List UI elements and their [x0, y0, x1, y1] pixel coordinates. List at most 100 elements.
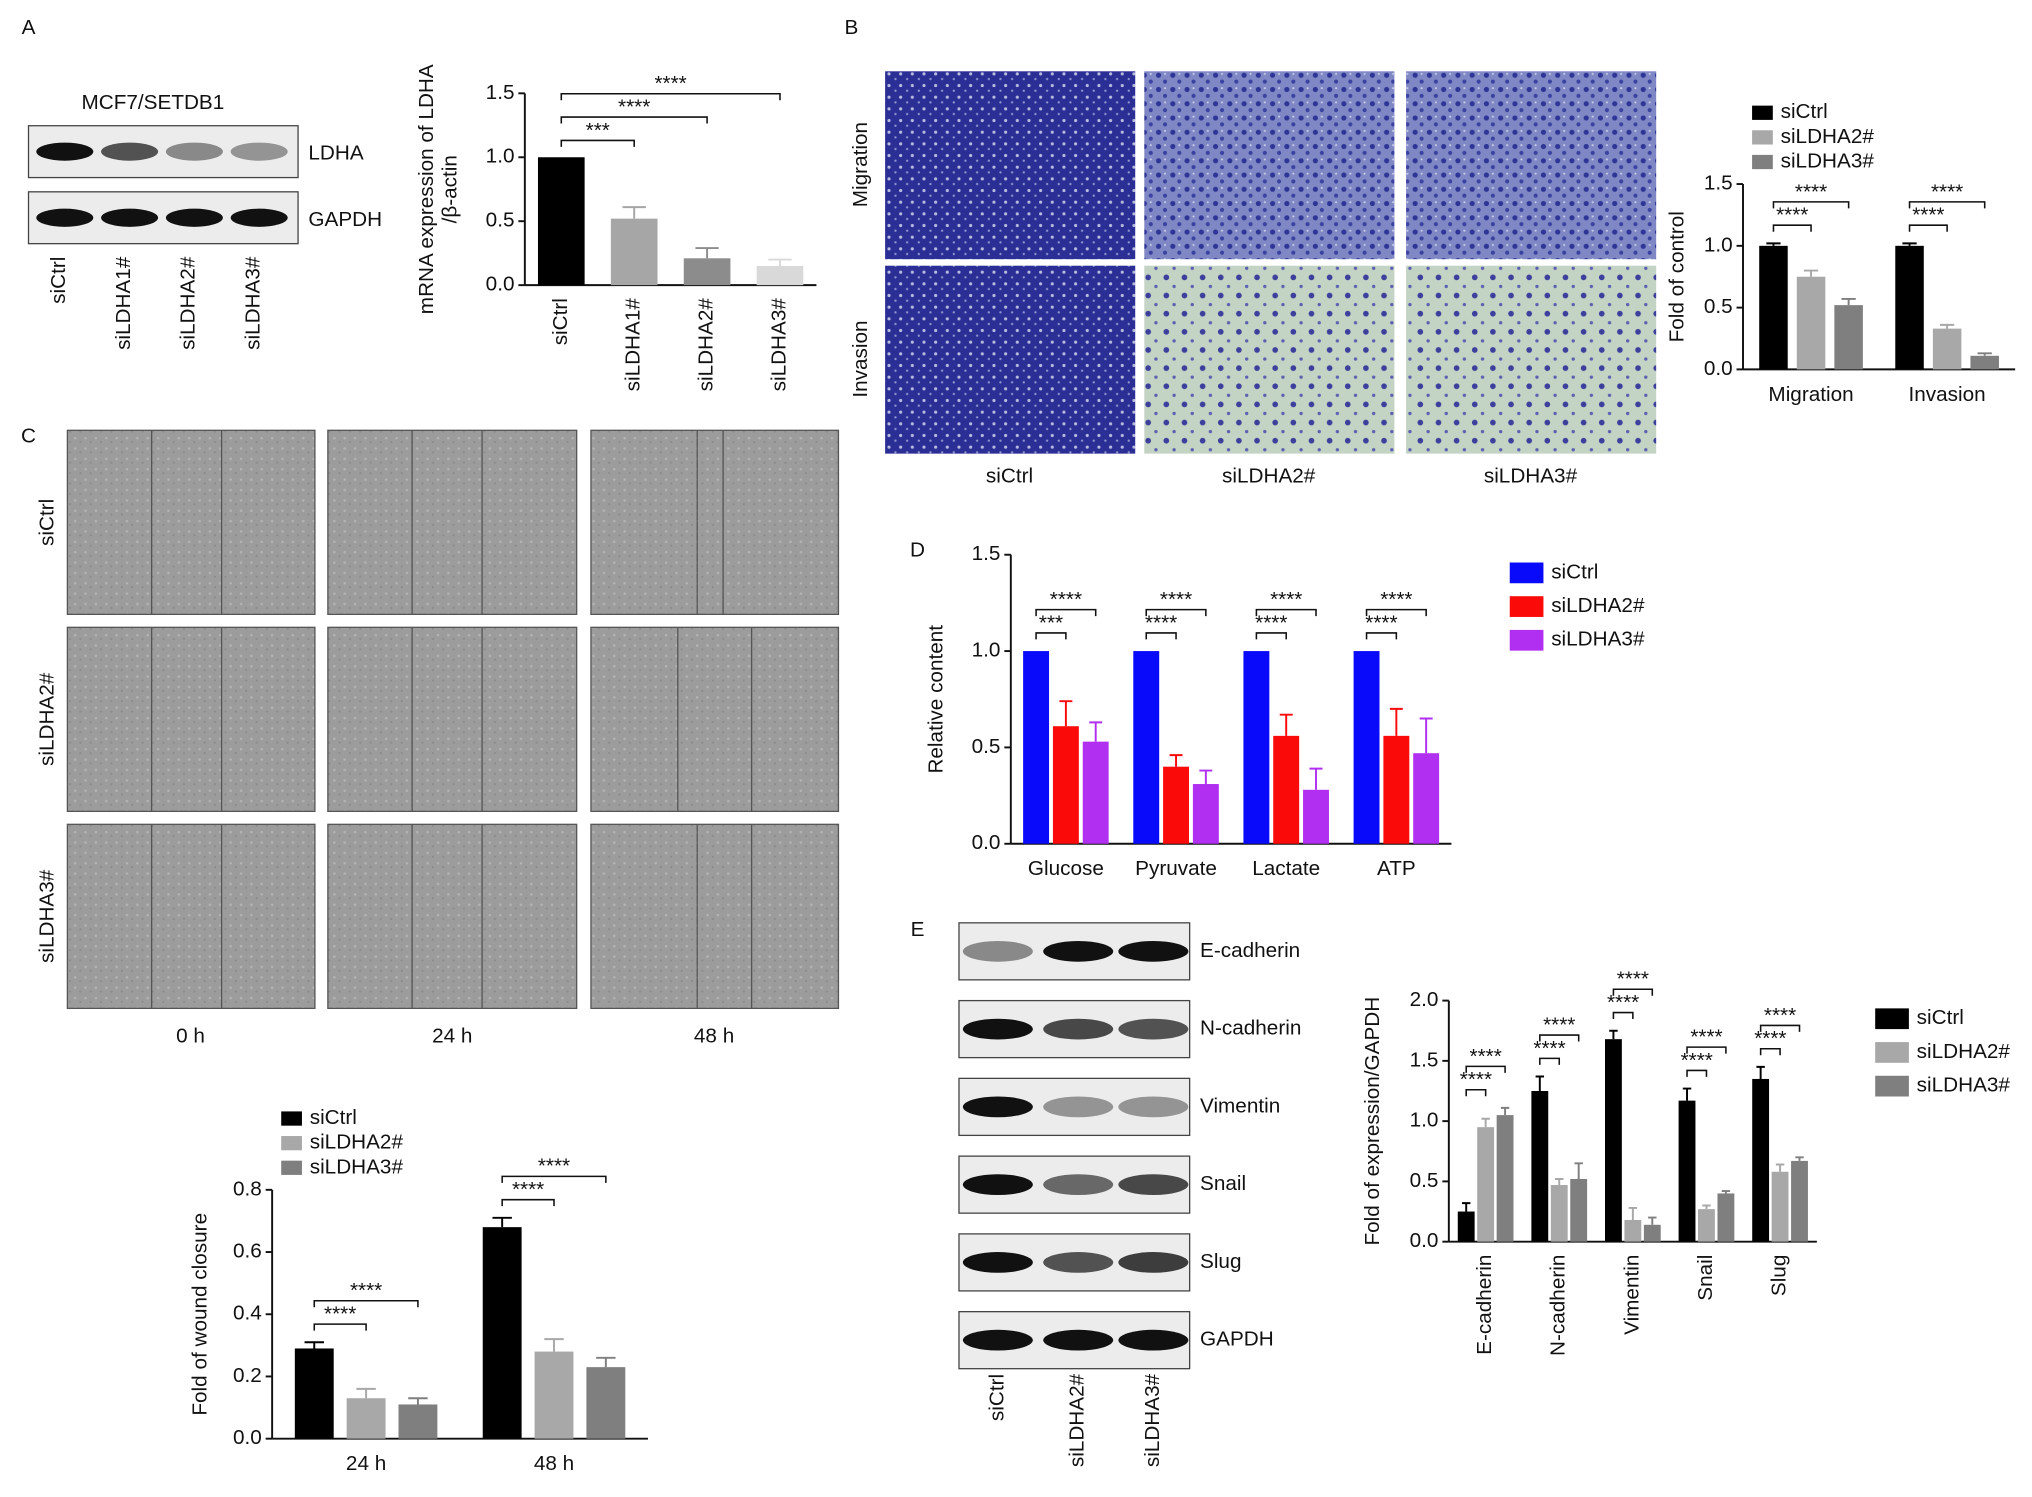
legend-label: siCtrl: [310, 1106, 357, 1129]
blot-band: [1118, 1096, 1189, 1118]
micrograph: [1406, 71, 1657, 260]
y-axis-label: Fold of control: [1666, 211, 1689, 342]
row-label: siLDHA2#: [35, 672, 58, 766]
error-bar: [1169, 754, 1183, 767]
blot-band: [1118, 1252, 1189, 1273]
legend-label: siLDHA2#: [1781, 125, 1875, 148]
significance-label: ****: [350, 1279, 382, 1302]
significance-bracket: [1759, 1047, 1781, 1056]
significance-label: ****: [1543, 1013, 1575, 1036]
legend-swatch: [1875, 1042, 1909, 1063]
y-tick-label: 1.0: [972, 639, 1001, 662]
bar: [1353, 651, 1380, 844]
x-tick-label: Slug: [1768, 1255, 1791, 1296]
row-label: Invasion: [849, 320, 872, 397]
error-bar: [596, 1356, 616, 1368]
band-label: Snail: [1200, 1172, 1246, 1195]
significance-label: ****: [512, 1178, 544, 1201]
error-bar: [1481, 1117, 1490, 1128]
significance-bracket: [501, 1175, 607, 1183]
lane-label: siLDHA2#: [1066, 1373, 1089, 1467]
significance-bracket: [1612, 988, 1654, 996]
micrographs-c: [66, 429, 840, 1010]
error-bar: [768, 258, 792, 266]
lane-label: siLDHA1#: [112, 256, 135, 350]
legend-swatch: [1752, 154, 1773, 170]
y-axis-label: Relative content: [924, 625, 947, 774]
x-tick-label: E-cadherin: [1473, 1255, 1496, 1355]
bar: [1383, 735, 1410, 844]
bar: [1457, 1211, 1475, 1242]
y-axis-label: /β-actin: [438, 155, 461, 223]
y-tick-label: 0.0: [1410, 1229, 1439, 1252]
row-label: siLDHA3#: [35, 869, 58, 963]
significance-label: ****: [1145, 611, 1177, 634]
blot-band: [165, 142, 223, 161]
y-tick-label: 1.5: [1410, 1048, 1439, 1071]
blot-band: [1043, 1096, 1114, 1118]
legend-swatch: [1509, 562, 1544, 584]
significance-label: ****: [1776, 204, 1808, 227]
error-bar: [1574, 1162, 1583, 1179]
x-tick-label: Migration: [1768, 383, 1853, 406]
bar: [1192, 784, 1219, 844]
bar: [1771, 1171, 1789, 1242]
panel-letter: C: [21, 424, 36, 447]
significance-label: ****: [655, 72, 687, 95]
bar: [534, 1351, 574, 1439]
micrographs-b: [885, 71, 1657, 454]
x-tick-label: Pyruvate: [1135, 857, 1217, 880]
blot-band: [36, 142, 94, 161]
legend-label: siLDHA3#: [1781, 149, 1875, 172]
blot-band: [101, 142, 159, 161]
lane-label: siLDHA2#: [177, 256, 200, 350]
band-label: LDHA: [308, 142, 363, 165]
bar: [1759, 245, 1788, 370]
bar: [1052, 726, 1079, 844]
legend-swatch: [1509, 596, 1544, 617]
legend-swatch: [281, 1111, 302, 1126]
bar: [1717, 1193, 1735, 1242]
significance-bracket: [1612, 1011, 1634, 1020]
micrograph: [1144, 265, 1395, 454]
row-label: siCtrl: [35, 499, 58, 546]
bar: [1531, 1090, 1549, 1242]
blot-band: [36, 208, 94, 227]
bar: [1698, 1209, 1715, 1242]
significance-label: ****: [1160, 588, 1192, 611]
bar: [683, 258, 731, 286]
error-bar: [695, 247, 719, 259]
x-tick-label: siLDHA3#: [767, 298, 790, 392]
blot-band: [101, 208, 159, 227]
micrograph: [66, 823, 316, 1010]
bar: [1413, 753, 1440, 844]
legend-swatch: [281, 1160, 302, 1175]
legend-label: siLDHA2#: [310, 1131, 404, 1154]
y-tick-label: 0.0: [233, 1426, 262, 1449]
error-bar: [1682, 1087, 1692, 1101]
error-bar: [1702, 1204, 1711, 1210]
y-tick-label: 0.5: [972, 735, 1001, 758]
significance-label: ****: [1270, 588, 1302, 611]
bar: [1570, 1178, 1588, 1242]
significance-bracket: [1539, 1034, 1580, 1042]
error-bar: [1419, 717, 1433, 754]
legend-swatch: [1875, 1075, 1909, 1097]
x-tick-label: 48 h: [534, 1452, 574, 1475]
blot-band: [1118, 1018, 1189, 1040]
significance-label: ****: [1795, 180, 1827, 203]
bar: [1624, 1219, 1642, 1242]
y-axis-label: mRNA expression of LDHA: [415, 64, 438, 314]
error-bar: [1461, 1202, 1471, 1212]
significance-bracket: [1772, 201, 1850, 209]
blot-band: [1043, 1174, 1114, 1196]
micrograph: [885, 71, 1136, 260]
y-tick-label: 1.0: [1704, 233, 1733, 256]
significance-label: ****: [1931, 180, 1963, 203]
error-bar: [1199, 769, 1213, 785]
legend-swatch: [1875, 1008, 1909, 1030]
bar: [537, 157, 585, 286]
bar: [586, 1367, 626, 1439]
blot-band: [962, 1018, 1033, 1040]
